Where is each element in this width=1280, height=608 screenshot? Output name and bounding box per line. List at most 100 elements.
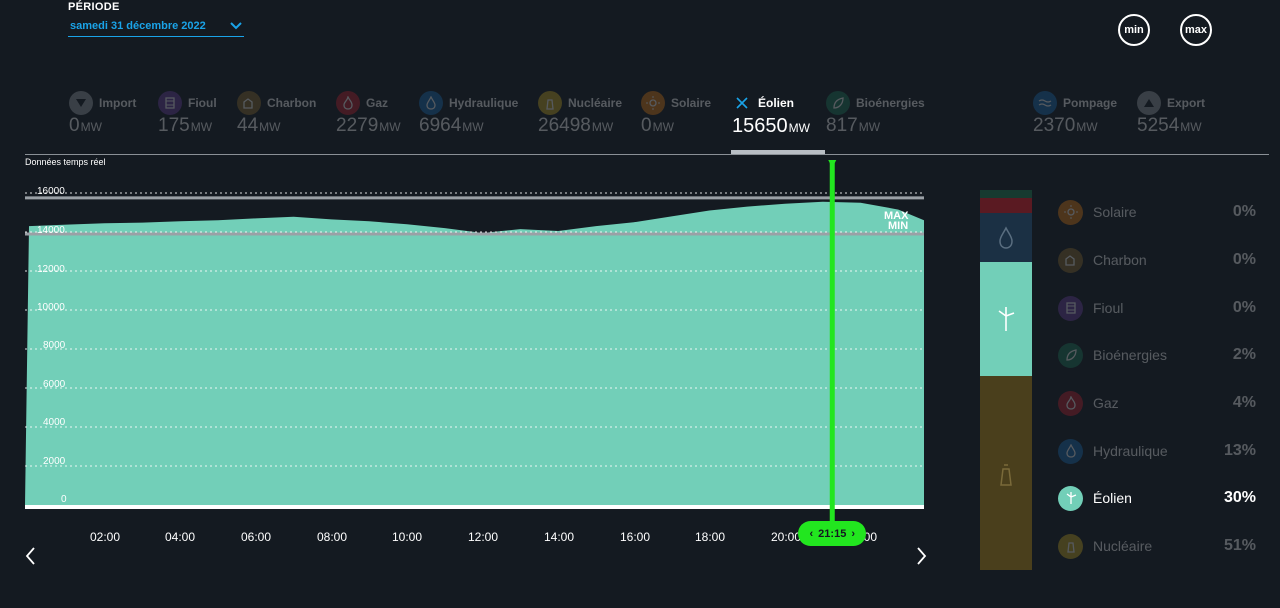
close-icon[interactable] [732,91,752,115]
y-tick-label: 6000 [43,379,66,390]
source-value: 817 [826,115,858,136]
legend-label: Gaz [1093,395,1119,411]
cursor-time-label: 21:15 [818,527,847,540]
legend-label: Charbon [1093,252,1147,268]
min-button[interactable]: min [1118,14,1150,46]
legend-percent: 0% [1232,203,1256,220]
max-button[interactable]: max [1180,14,1212,46]
source-fioul[interactable]: Fioul 175MW [158,90,217,150]
source-unit: MW [652,120,674,134]
legend-percent: 30% [1223,489,1256,506]
leaf-icon [1058,342,1083,368]
x-tick-label: 10:00 [392,530,423,544]
source-value: 44 [237,115,259,136]
mix-segment-bioenergies [980,190,1032,198]
source-unit: MW [259,120,281,134]
legend-item-charbon[interactable]: Charbon 0% [1058,246,1256,274]
x-tick-label: 16:00 [620,530,651,544]
mix-segment-eolien [980,262,1032,377]
legend-item-bioenergies[interactable]: Bioénergies 2% [1058,341,1256,369]
x-tick-label: 20:00 [771,530,802,544]
source-unit: MW [190,120,213,134]
oil-barrel-icon [158,91,182,115]
source-unit: MW [80,120,102,134]
pumping-waves-icon [1033,91,1057,115]
water-drop-icon [419,91,443,115]
legend-item-fioul[interactable]: Fioul 0% [1058,294,1256,322]
source-value: 0 [641,115,652,136]
legend-percent: 0% [1232,299,1256,316]
y-tick-label: 4000 [43,417,66,428]
source-label: Import [99,96,137,110]
y-tick-label: 16000 [37,186,65,197]
y-tick-label: 10000 [37,302,65,313]
source-bioenergies[interactable]: Bioénergies 817MW [826,90,925,150]
y-tick-label: 0 [61,494,67,505]
previous-day-arrow-icon[interactable] [23,546,39,566]
period-date-select[interactable]: samedi 31 décembre 2022 [68,16,244,37]
source-label: Fioul [188,96,217,110]
source-label: Solaire [671,96,712,110]
source-hydraulique[interactable]: Hydraulique 6964MW [419,90,518,150]
sun-icon [641,91,665,115]
legend-label: Hydraulique [1093,443,1168,459]
nuclear-plant-icon [538,91,562,115]
legend-percent: 13% [1223,442,1256,459]
y-tick-label: 2000 [43,456,66,467]
source-unit: MW [788,121,810,135]
y-tick-label: 12000 [37,264,65,275]
legend-item-gaz[interactable]: Gaz 4% [1058,389,1256,417]
legend-item-eolien[interactable]: Éolien 30% [1058,484,1256,512]
source-unit: MW [591,120,614,134]
source-unit: MW [858,120,881,134]
wind-turbine-icon [1058,485,1083,511]
source-gaz[interactable]: Gaz 2279MW [336,90,401,150]
legend-item-nucleaire[interactable]: Nucléaire 51% [1058,532,1256,560]
production-chart[interactable] [0,160,960,560]
x-tick-label: 08:00 [317,530,348,544]
leaf-icon [826,91,850,115]
chevron-left-icon: ‹ [809,527,814,540]
source-charbon[interactable]: Charbon 44MW [237,90,316,150]
nuclear-plant-icon [1058,533,1083,559]
legend-item-solaire[interactable]: Solaire 0% [1058,198,1256,226]
period-date-value: samedi 31 décembre 2022 [70,20,206,32]
source-solaire[interactable]: Solaire 0MW [641,90,711,150]
legend-label: Nucléaire [1093,538,1153,554]
x-tick-label: 12:00 [468,530,499,544]
legend-percent: 0% [1232,251,1256,268]
chart-caption: Données temps réel [25,157,106,167]
next-day-arrow-icon[interactable] [913,546,929,566]
source-value: 2370 [1033,115,1076,136]
period-label: PÉRIODE [68,1,120,13]
gas-flame-icon [1058,390,1083,416]
source-nucleaire[interactable]: Nucléaire 26498MW [538,90,622,150]
coal-icon [237,91,261,115]
coal-icon [1058,247,1083,273]
source-eolien[interactable]: Éolien 15650MW [732,90,810,150]
energy-mix-bar [980,190,1032,570]
source-label: Pompage [1063,96,1118,110]
legend-label: Solaire [1093,204,1137,220]
min-line-label: MIN [888,220,909,232]
x-tick-label: 04:00 [165,530,196,544]
source-export[interactable]: Export 5254MW [1137,90,1205,150]
water-drop-icon [1058,438,1083,464]
chevron-right-icon: › [851,527,855,540]
y-tick-label: 8000 [43,340,66,351]
source-unit: MW [1076,120,1098,134]
gas-flame-icon [336,91,360,115]
x-tick-label: 18:00 [695,530,726,544]
source-pompage[interactable]: Pompage 2370MW [1033,90,1117,150]
legend-label: Fioul [1093,300,1124,316]
source-import[interactable]: Import 0MW [69,90,136,150]
source-value: 175 [158,115,190,136]
source-value: 15650 [732,115,788,137]
time-cursor-handle[interactable]: ‹ 21:15 › [798,521,867,546]
legend-item-hydraulique[interactable]: Hydraulique 13% [1058,437,1256,465]
cursor-top-arrow [828,160,837,168]
y-tick-label: 14000 [37,225,65,236]
legend-label: Bioénergies [1093,347,1167,363]
active-source-underline [731,150,825,154]
chevron-down-icon [230,22,242,30]
